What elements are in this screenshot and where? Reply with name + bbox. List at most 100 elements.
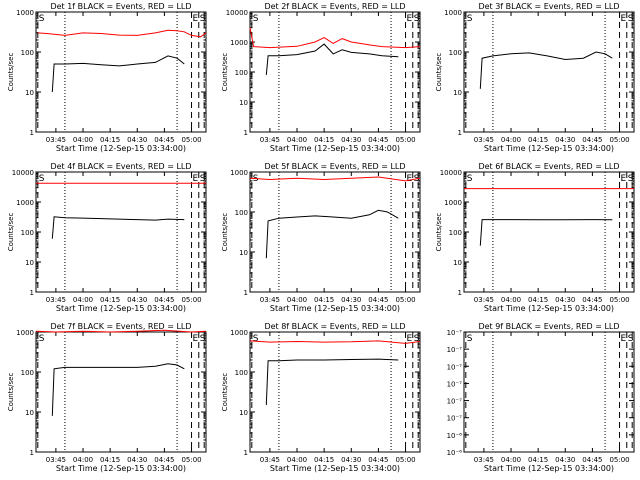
chart-title: Det 8f BLACK = Events, RED = LLD: [264, 322, 405, 331]
y-tick-label: 10⁻⁷: [447, 329, 463, 337]
y-tick-label: 100: [235, 69, 248, 77]
x-tick-label: 04:00: [73, 136, 93, 144]
y-tick-label: 1: [244, 129, 248, 137]
x-tick-label: 04:30: [555, 136, 575, 144]
x-tick-label: 05:00: [181, 456, 201, 464]
x-tick-label: 04:45: [368, 296, 388, 304]
y-tick-label: 10: [25, 409, 34, 417]
x-tick-label: 04:00: [287, 136, 307, 144]
marker-letter: E: [621, 174, 627, 184]
lld-series-line: [249, 27, 421, 49]
y-tick-label: 100: [449, 49, 462, 57]
events-series-line: [479, 219, 613, 246]
x-tick-label: 03:45: [260, 296, 280, 304]
events-series-line: [265, 358, 399, 406]
x-tick-label: 03:45: [46, 296, 66, 304]
x-tick-label: 04:00: [501, 296, 521, 304]
marker-letter: S: [200, 14, 206, 24]
marker-letter: S: [467, 14, 473, 24]
x-tick-label: 04:00: [73, 456, 93, 464]
x-tick-label: 04:15: [100, 136, 120, 144]
marker-letter: E: [193, 174, 199, 184]
y-tick-label: 10: [239, 249, 248, 257]
x-tick-label: 04:30: [555, 296, 575, 304]
plot-frame: [463, 331, 635, 453]
y-axis-label: Counts/sec: [221, 373, 229, 412]
x-axis-label: Start Time (12-Sep-15 03:34:00): [270, 464, 400, 473]
y-tick-label: 10⁻⁶: [447, 449, 463, 457]
events-series-line: [479, 51, 613, 89]
x-axis-label: Start Time (12-Sep-15 03:34:00): [270, 144, 400, 153]
chart-panel: Det 7f BLACK = Events, RED = LLD Start Ti…: [7, 322, 207, 473]
plot-frame: [35, 331, 207, 453]
marker-letter: S: [39, 334, 45, 344]
x-tick-label: 04:30: [555, 456, 575, 464]
y-tick-label: 1: [30, 129, 34, 137]
marker-letter: E: [407, 334, 413, 344]
marker-letter: E: [407, 174, 413, 184]
chart-panel: Det 5f BLACK = Events, RED = LLD Start Ti…: [221, 162, 421, 313]
x-tick-label: 04:15: [314, 296, 334, 304]
marker-letter: S: [253, 334, 259, 344]
plot-frame: [463, 11, 635, 133]
chart-title: Det 1f BLACK = Events, RED = LLD: [50, 2, 191, 11]
marker-letter: S: [39, 174, 45, 184]
plot-frame: [35, 171, 207, 293]
y-tick-label: 10: [239, 409, 248, 417]
marker-letter: S: [414, 14, 420, 24]
y-tick-label: 1: [30, 289, 34, 297]
x-tick-label: 04:30: [341, 136, 361, 144]
chart-title: Det 2f BLACK = Events, RED = LLD: [264, 2, 405, 11]
marker-letter: S: [467, 174, 473, 184]
y-tick-label: 100: [235, 369, 248, 377]
y-tick-label: 10: [453, 89, 462, 97]
y-axis-label: Counts/sec: [7, 53, 15, 92]
x-tick-label: 05:00: [609, 136, 629, 144]
marker-letter: S: [39, 14, 45, 24]
chart-title: Det 5f BLACK = Events, RED = LLD: [264, 162, 405, 171]
marker-letter: S: [414, 334, 420, 344]
y-tick-label: 1: [244, 449, 248, 457]
x-tick-label: 03:45: [474, 296, 494, 304]
marker-letter: S: [467, 334, 473, 344]
lld-series-line: [35, 329, 207, 333]
x-tick-label: 05:00: [395, 136, 415, 144]
y-tick-label: 100: [21, 369, 34, 377]
x-tick-label: 04:30: [127, 456, 147, 464]
y-tick-label: 10⁻⁷: [447, 346, 463, 354]
y-tick-label: 1000: [230, 329, 248, 337]
x-tick-label: 03:45: [260, 136, 280, 144]
x-tick-label: 05:00: [609, 456, 629, 464]
x-tick-label: 03:45: [260, 456, 280, 464]
y-tick-label: 1000: [230, 39, 248, 47]
x-tick-label: 04:00: [501, 136, 521, 144]
y-tick-label: 1000: [16, 329, 34, 337]
x-tick-label: 04:15: [528, 456, 548, 464]
marker-letter: E: [621, 334, 627, 344]
y-tick-label: 1: [458, 289, 462, 297]
x-axis-label: Start Time (12-Sep-15 03:34:00): [484, 304, 614, 313]
x-tick-label: 04:45: [368, 456, 388, 464]
events-series-line: [265, 43, 399, 75]
chart-panel: Det 2f BLACK = Events, RED = LLD Start Ti…: [221, 2, 421, 153]
x-tick-label: 03:45: [474, 456, 494, 464]
x-axis-label: Start Time (12-Sep-15 03:34:00): [484, 464, 614, 473]
plot-frame: [35, 11, 207, 133]
y-tick-label: 10: [239, 99, 248, 107]
y-tick-label: 100: [21, 229, 34, 237]
y-axis-label: Counts/sec: [435, 53, 443, 92]
y-axis-label: Counts/sec: [435, 213, 443, 252]
marker-letter: S: [253, 14, 259, 24]
x-tick-label: 03:45: [46, 136, 66, 144]
x-axis-label: Start Time (12-Sep-15 03:34:00): [484, 144, 614, 153]
y-tick-label: 10⁻⁷: [447, 380, 463, 388]
x-tick-label: 04:15: [100, 296, 120, 304]
x-tick-label: 05:00: [395, 456, 415, 464]
lld-series-line: [249, 176, 421, 182]
events-series-line: [51, 216, 185, 239]
marker-letter: E: [407, 14, 413, 24]
chart-title: Det 9f BLACK = Events, RED = LLD: [478, 322, 619, 331]
marker-letter: S: [200, 174, 206, 184]
y-tick-label: 100: [235, 209, 248, 217]
x-tick-label: 05:00: [181, 296, 201, 304]
